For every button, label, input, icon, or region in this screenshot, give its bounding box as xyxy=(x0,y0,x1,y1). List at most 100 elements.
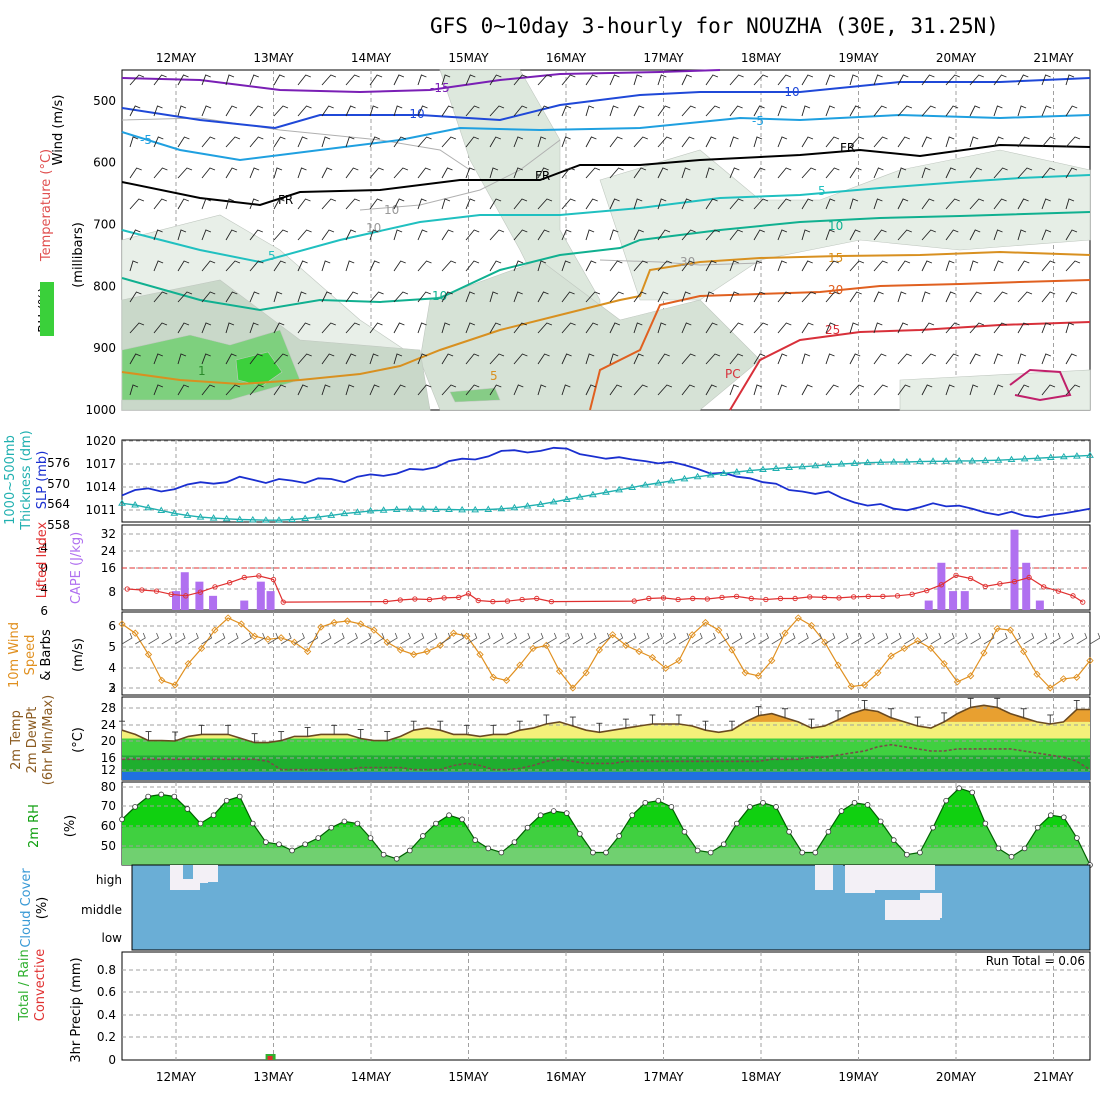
wind-barb xyxy=(393,74,405,86)
side-label-part: Lifted Index xyxy=(35,521,50,598)
surface-wind-barb xyxy=(691,632,703,645)
side-label-part: (%) xyxy=(35,897,50,920)
wind-barb xyxy=(657,74,667,86)
rh-shade-region xyxy=(235,351,283,387)
rh-point xyxy=(132,804,138,810)
wind-barb xyxy=(1017,105,1027,117)
wind-barbs xyxy=(129,74,1081,396)
wind-barb xyxy=(321,167,333,179)
surface-wind-barb xyxy=(426,632,438,645)
wind-barb xyxy=(249,74,259,86)
thickness-tick-label: 570 xyxy=(47,477,70,491)
li-tick-label: 4 xyxy=(40,582,48,596)
isotherm-label: 5 xyxy=(490,369,498,383)
wind-barb xyxy=(1065,136,1081,148)
rh-point xyxy=(734,820,740,827)
wind-barb xyxy=(729,384,739,396)
wind-barb xyxy=(921,229,936,241)
side-label-part: Total / Rain xyxy=(17,949,32,1022)
wind-barb xyxy=(177,198,189,210)
rh-point xyxy=(995,845,1002,852)
wind-barb xyxy=(897,322,909,334)
wind-barb xyxy=(465,260,480,272)
wind-barb xyxy=(201,136,216,148)
temp-band xyxy=(122,771,1090,780)
thickness-marker xyxy=(340,509,349,517)
isotherm-label: FR xyxy=(535,169,550,183)
wind-speed-point xyxy=(900,644,908,653)
wind-barb xyxy=(969,167,983,179)
wind-barb xyxy=(249,229,263,241)
thickness-marker xyxy=(837,460,846,467)
wind-barb xyxy=(969,384,979,396)
wind-barb xyxy=(345,229,357,241)
wind-barb xyxy=(321,136,331,148)
wind-speed-point xyxy=(913,637,922,645)
rh-contour xyxy=(359,139,561,211)
thickness-marker xyxy=(863,458,872,466)
thickness-marker xyxy=(759,465,767,473)
wind-barb xyxy=(393,322,405,334)
wind-speed-point xyxy=(622,641,630,650)
wind-barb xyxy=(825,198,836,210)
rh-point xyxy=(956,785,962,792)
lifted-index-point xyxy=(836,595,842,601)
wind-barb xyxy=(705,167,715,179)
wind-barb xyxy=(993,229,1003,241)
wind-barb xyxy=(681,291,691,303)
thickness-marker xyxy=(955,456,964,464)
side-label-speed: Speed xyxy=(23,635,38,676)
surface-wind-barb xyxy=(135,632,146,645)
wind-barb xyxy=(201,198,211,210)
wind-barb xyxy=(129,291,142,303)
lifted-index-point xyxy=(982,583,988,590)
wind-barb xyxy=(801,322,814,334)
wind-barb xyxy=(1017,229,1027,241)
rh-shading xyxy=(121,69,1091,411)
thickness-tick-label: 564 xyxy=(47,497,70,511)
wind-barb xyxy=(201,384,216,396)
wind-barb xyxy=(1041,384,1056,396)
isotherm-label: FR xyxy=(278,193,293,207)
surface-wind-barb xyxy=(174,632,186,645)
lifted-index-point xyxy=(426,596,433,603)
pressure-tick-label: 700 xyxy=(93,218,116,232)
wind-barb xyxy=(225,260,241,272)
lifted-index-point xyxy=(397,597,403,603)
rh-point xyxy=(158,791,165,798)
slp-tick-label: 1020 xyxy=(85,434,116,448)
wind-barb xyxy=(993,167,1008,179)
wind-barb xyxy=(489,198,502,210)
wind-barb xyxy=(369,74,383,86)
thickness-marker xyxy=(994,456,1003,463)
wind-barb xyxy=(153,74,167,86)
wind-barb xyxy=(321,322,336,334)
wind-barb xyxy=(753,291,766,303)
cloud-block xyxy=(200,865,208,883)
wind-barb xyxy=(369,105,379,117)
wind-speed-point xyxy=(330,618,338,627)
isotherm-label: 1 xyxy=(198,364,206,378)
isotherm-line-9 xyxy=(1009,368,1072,402)
wind-barb xyxy=(393,167,409,179)
temp-line xyxy=(121,704,1090,744)
rh-point xyxy=(328,824,335,831)
wind-barb xyxy=(849,229,861,241)
isotherm-label: 10 xyxy=(366,221,381,235)
thickness-marker xyxy=(471,505,480,513)
wind-barb xyxy=(345,291,359,303)
wind-speed-point xyxy=(1046,684,1054,692)
thickness-marker xyxy=(680,474,689,482)
wind-barb xyxy=(177,260,190,272)
wind-barb xyxy=(369,322,383,334)
lifted-index-point xyxy=(382,598,389,605)
wind-barb xyxy=(969,322,985,334)
side-label-part: Cloud Cover xyxy=(19,868,34,948)
rh-point xyxy=(171,793,178,800)
wind-barb xyxy=(417,353,428,365)
wind-speed-point xyxy=(211,626,219,634)
wind-barb xyxy=(513,353,528,365)
lifted-index-point xyxy=(763,596,769,603)
wind-barb xyxy=(153,322,168,334)
